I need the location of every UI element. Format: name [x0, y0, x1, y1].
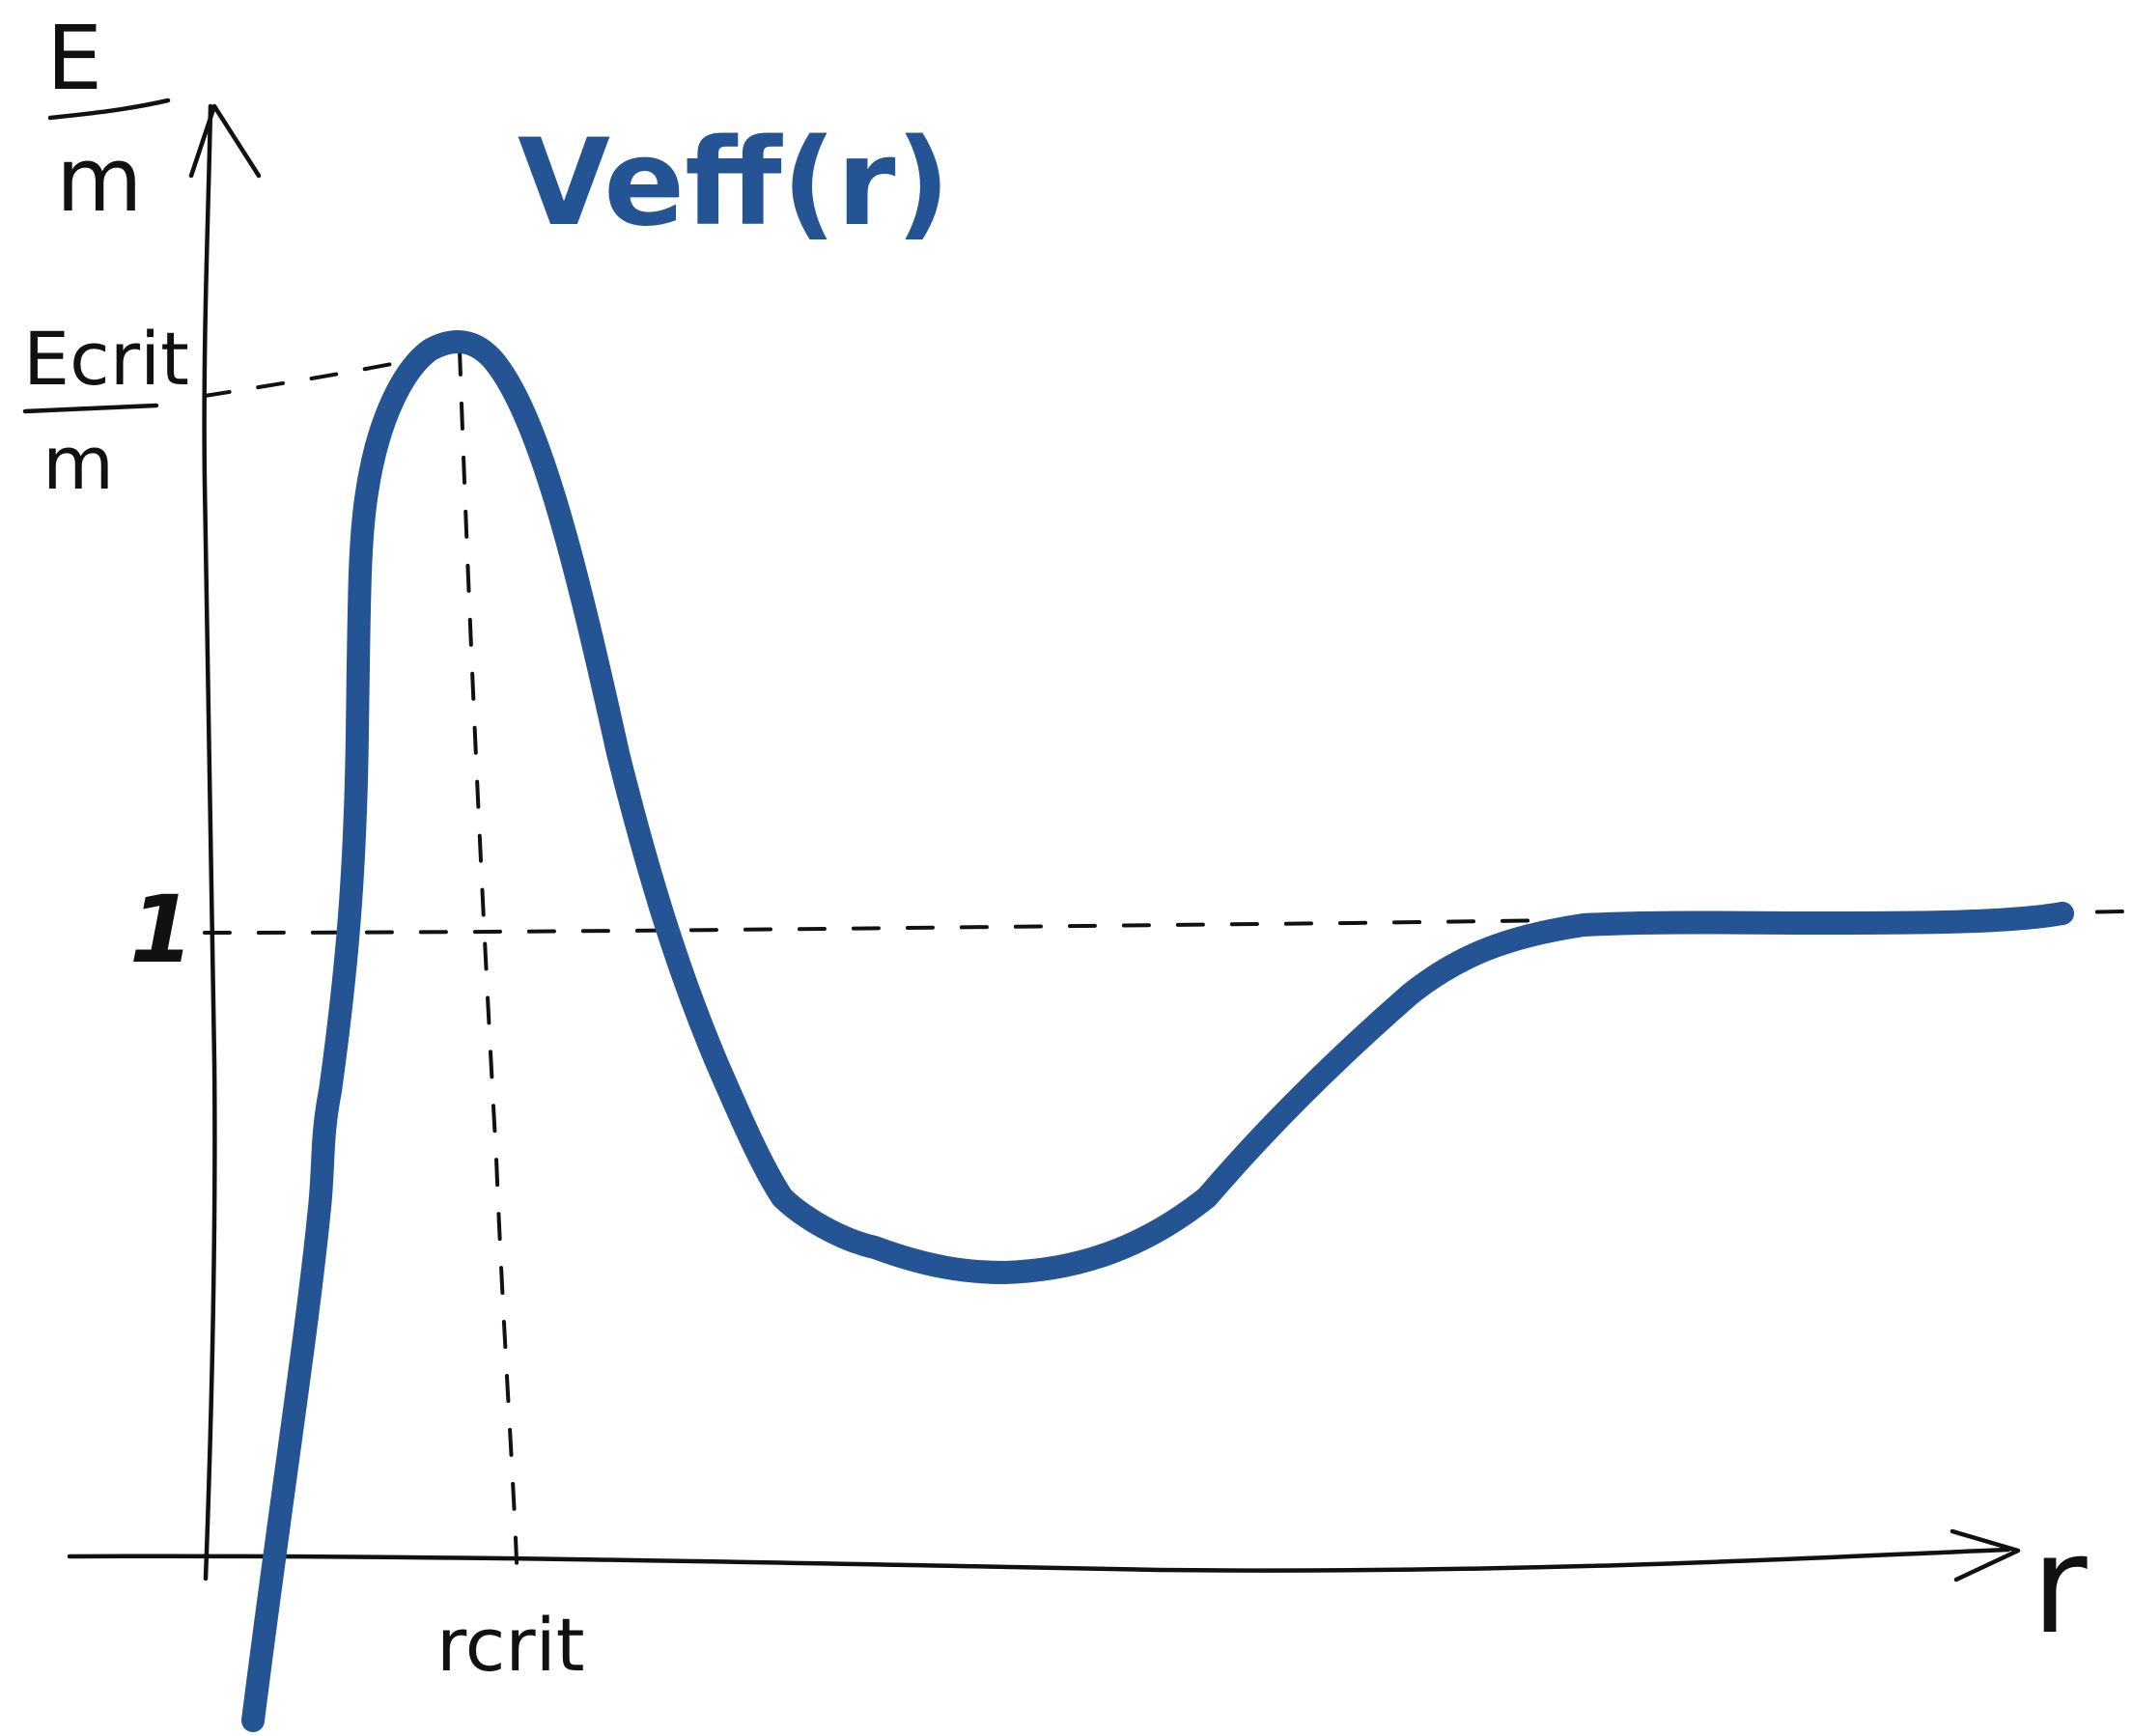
- veff-curve: [241, 330, 2074, 1732]
- critical-radius-label: rcrit: [436, 1602, 585, 1688]
- unit-level-label: 1: [129, 876, 194, 984]
- x-axis-label: r: [2032, 1507, 2088, 1665]
- y-axis-label-numerator: E: [46, 7, 102, 110]
- critical-energy-label-numerator: Ecrit: [23, 316, 189, 402]
- y-axis-label-fraction-bar: [47, 98, 171, 121]
- y-axis-arrowhead: [188, 103, 262, 179]
- critical-radius-guide: [458, 348, 519, 1593]
- critical-energy-fraction-bar: [22, 403, 159, 414]
- y-axis: [202, 103, 217, 1582]
- y-axis-label-denominator: m: [56, 128, 143, 232]
- unit-level-guide: [203, 910, 2126, 935]
- x-axis-arrowhead: [1950, 1528, 2021, 1582]
- curve-label: Veff(r): [518, 114, 950, 253]
- x-axis: [67, 1547, 2011, 1573]
- critical-energy-label-denominator: m: [42, 420, 114, 506]
